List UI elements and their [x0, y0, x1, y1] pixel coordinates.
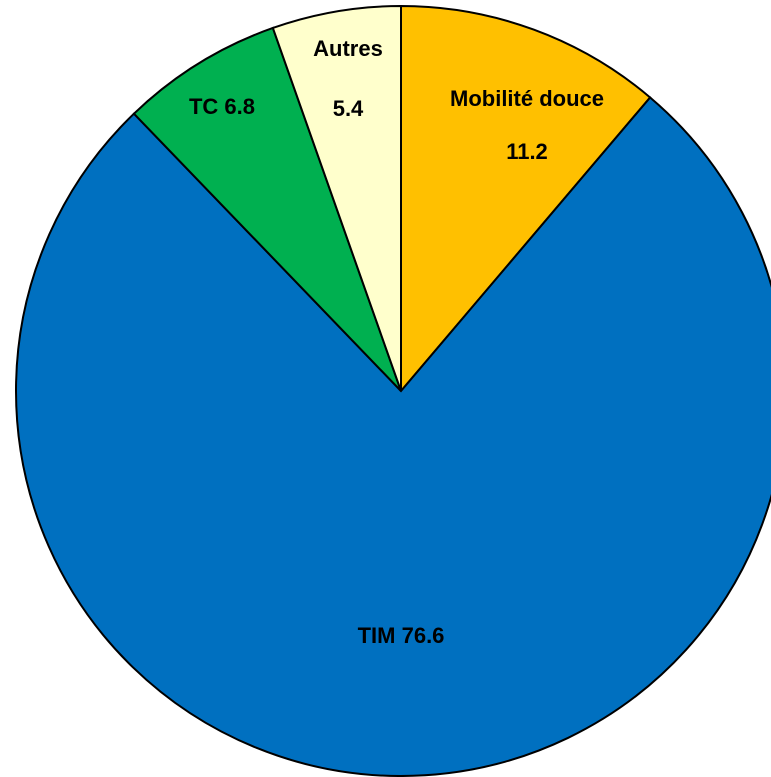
- slice-name: TIM: [358, 623, 396, 648]
- pie-slice: [15, 96, 771, 777]
- slice-name: Autres: [313, 36, 383, 61]
- pie-slice: [400, 4, 652, 394]
- slice-value: 11.2: [506, 139, 548, 164]
- pie-slice: [132, 26, 402, 392]
- slice-name: Mobilité douce: [450, 86, 604, 111]
- slice-value: 6.8: [224, 94, 255, 119]
- slice-value: 5.4: [333, 96, 364, 121]
- slice-value: 76.6: [402, 623, 445, 648]
- slice-name: TC: [189, 94, 218, 119]
- slice-label: TC 6.8: [189, 94, 255, 119]
- slice-label: TIM 76.6: [358, 623, 445, 648]
- pie-slice: [271, 4, 402, 392]
